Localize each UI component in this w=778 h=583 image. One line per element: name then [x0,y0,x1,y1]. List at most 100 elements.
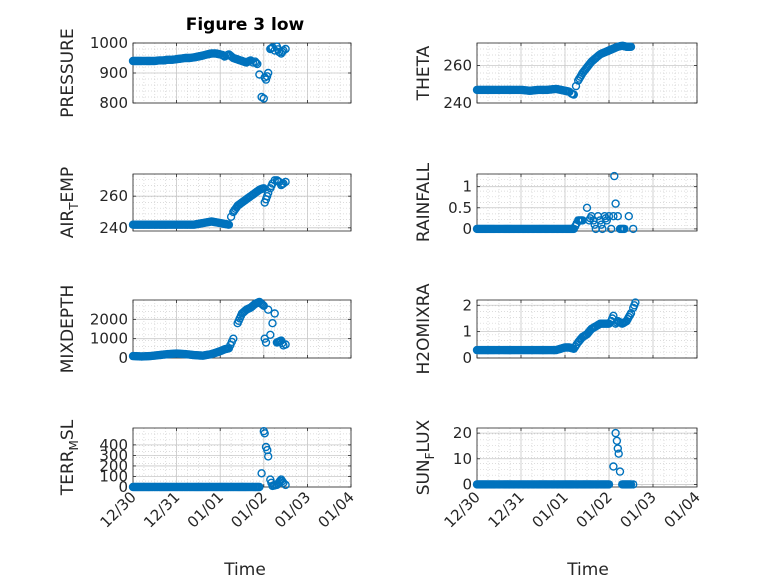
data-point [264,68,273,78]
data-point [626,42,636,51]
axes-box [476,299,698,359]
data-point [613,444,622,453]
data-point [252,58,261,67]
data-point [604,480,614,489]
series-h2omixra [472,298,640,355]
y-tick-label: 800 [99,94,128,112]
y-axis-label-h2omixra: H2OMIXRA [414,283,434,374]
axes-box [132,173,352,232]
x-tick-label: 01/04 [315,488,358,531]
y-tick-label: 240 [443,94,472,112]
data-point [602,216,611,225]
data-point [258,300,267,309]
data-point [607,224,616,234]
data-point [620,224,629,234]
x-tick-label: 12/31 [485,488,528,531]
series-sun_flux [472,428,638,489]
data-point [274,47,284,57]
series-mixdepth [128,297,290,361]
axes-box [132,299,352,359]
data-point [613,211,622,221]
data-point [250,57,260,66]
data-point [253,59,262,69]
series-rainfall [472,171,638,234]
axes-box [476,173,698,232]
data-point [609,311,618,320]
axes-h2omixra: 0 1 2 H2OMIXRA [414,283,698,375]
data-point [257,299,266,309]
y-tick-label: 0.5 [448,199,472,217]
data-point [266,330,275,339]
y-axis-label-terr_msl: TERRMSL [58,419,81,496]
data-point [624,211,633,221]
x-tick-label: 01/04 [661,488,704,531]
y-tick-label: 10 [453,450,472,468]
y-tick-label: 0 [118,478,128,496]
data-point [279,478,288,487]
axes-pressure: 800 900 1000 PRESSURE [58,28,352,118]
x-axis-label-right: Time [566,560,609,580]
y-tick-label: 1 [462,323,472,341]
series-terr_msl [128,427,290,492]
data-point [281,177,290,187]
y-tick-label: 200 [99,457,128,475]
y-tick-label: 260 [99,187,128,205]
axes-box [476,42,698,104]
axes-sun_flux: 0 10 20 12/30 12/31 01/01 01/02 01/03 01/04 SUNFL… [414,419,704,531]
data-point [615,467,625,476]
x-tick-label: 01/01 [184,488,227,531]
data-point [614,449,623,458]
y-tick-label: 2 [462,296,472,314]
data-point [598,224,607,234]
y-tick-label: 900 [99,64,128,82]
axes-rainfall: 0 0.5 1 RAINFALL [414,162,698,242]
data-point [281,480,290,490]
series-air_temp [128,176,290,229]
data-point [255,482,264,492]
y-tick-label: 1000 [90,34,128,52]
y-tick-label: 240 [99,219,128,237]
data-point [224,220,234,229]
figure-title: Figure 3 low [186,15,305,35]
y-axis-label-pressure: PRESSURE [58,28,78,117]
data-point [611,199,620,208]
data-point [631,298,640,307]
data-point [264,188,273,198]
data-point [259,94,268,103]
data-point [597,220,606,229]
y-tick-label: 300 [99,446,128,464]
y-tick-label: 0 [462,475,472,493]
y-tick-label: 0 [462,349,472,367]
data-point [260,429,269,438]
data-point [610,171,619,181]
axes-theta: 240 260 THETA [414,41,698,112]
data-point [629,480,638,489]
data-point [582,203,592,213]
data-point [629,224,638,234]
y-axis-label-theta: THETA [414,45,434,101]
y-tick-label: 0 [462,220,472,238]
y-tick-label: 0 [118,349,128,367]
data-point [257,469,266,478]
data-point [569,90,578,99]
data-point [264,305,273,314]
data-point [226,212,236,222]
x-tick-label: 12/30 [441,488,484,531]
data-point [626,309,636,318]
y-tick-label: 100 [99,467,128,485]
series-theta [472,41,636,99]
x-tick-label: 01/03 [617,488,660,531]
data-point [261,338,271,347]
data-point [279,179,288,188]
x-tick-label: 01/03 [271,488,314,531]
y-tick-label: 1000 [90,330,128,348]
x-tick-label: 01/02 [573,488,616,531]
y-tick-label: 1 [462,178,472,196]
series-pressure [128,42,290,103]
x-axis-label-left: Time [223,560,266,580]
y-axis-label-mixdepth: MIXDEPTH [58,285,78,374]
y-axis-label-rainfall: RAINFALL [414,162,434,242]
